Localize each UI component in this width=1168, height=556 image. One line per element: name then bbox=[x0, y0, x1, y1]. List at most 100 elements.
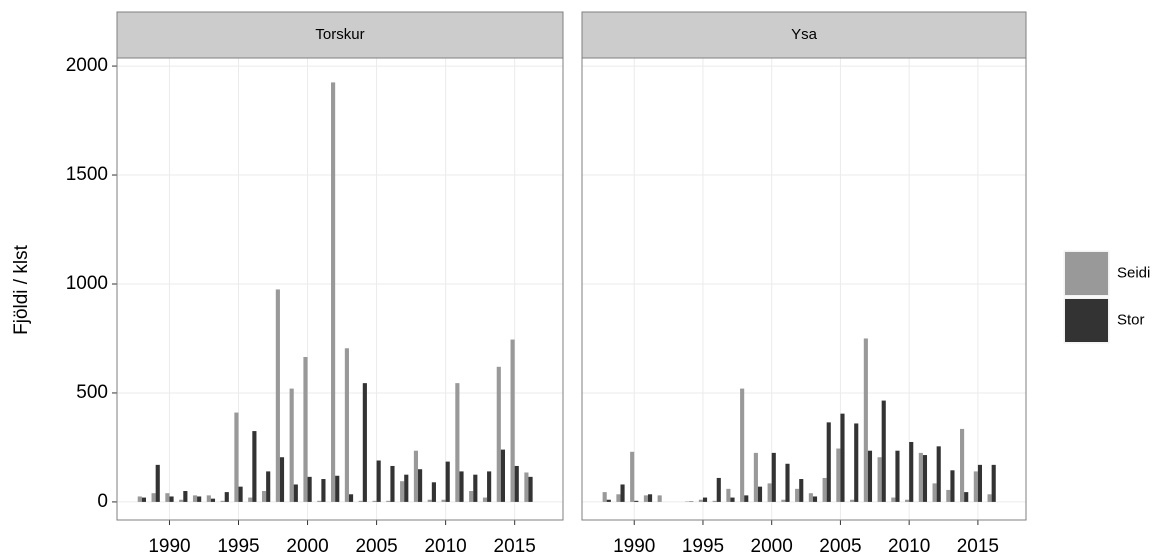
bar bbox=[358, 500, 363, 502]
bar bbox=[151, 493, 156, 502]
bar bbox=[496, 366, 501, 502]
bar bbox=[854, 423, 859, 502]
bar bbox=[698, 499, 703, 502]
bar bbox=[726, 488, 731, 502]
bar bbox=[932, 483, 937, 502]
bar bbox=[192, 495, 198, 502]
bar bbox=[634, 500, 639, 502]
bar bbox=[234, 412, 239, 502]
y-tick-label: 500 bbox=[76, 382, 108, 403]
bar bbox=[220, 500, 225, 502]
bar bbox=[950, 470, 955, 502]
x-tick-label: 1995 bbox=[217, 536, 259, 556]
bar bbox=[602, 492, 607, 502]
bar bbox=[238, 486, 243, 502]
bar bbox=[528, 476, 533, 502]
x-tick-label: 2015 bbox=[494, 536, 536, 556]
bar bbox=[510, 339, 515, 502]
bar bbox=[647, 494, 653, 502]
bar bbox=[206, 495, 211, 502]
strip-background bbox=[116, 11, 564, 59]
bar bbox=[922, 455, 928, 502]
bar bbox=[224, 492, 229, 502]
bar bbox=[881, 400, 886, 502]
bar bbox=[348, 494, 354, 502]
bar bbox=[293, 484, 298, 502]
bar bbox=[321, 479, 326, 502]
panel-background bbox=[117, 58, 563, 520]
bar bbox=[716, 477, 721, 502]
bar bbox=[657, 495, 662, 502]
bar bbox=[289, 388, 294, 502]
panel-background bbox=[582, 58, 1026, 520]
bar bbox=[964, 492, 969, 502]
bar bbox=[266, 471, 271, 502]
bar bbox=[248, 497, 253, 502]
x-tick-label: 2015 bbox=[957, 536, 999, 556]
bar bbox=[155, 464, 160, 502]
bar bbox=[344, 348, 349, 502]
bar bbox=[606, 499, 611, 502]
bar bbox=[307, 476, 312, 502]
y-tick-label: 0 bbox=[97, 491, 108, 512]
bar bbox=[404, 474, 409, 502]
bar bbox=[620, 484, 625, 502]
bar bbox=[500, 449, 506, 502]
x-tick-label: 2010 bbox=[424, 536, 466, 556]
bar bbox=[909, 441, 914, 502]
bar bbox=[730, 497, 735, 502]
y-tick-label: 1000 bbox=[66, 273, 108, 294]
bar bbox=[279, 457, 285, 502]
panel-border bbox=[116, 57, 564, 521]
bar bbox=[445, 461, 450, 502]
bar bbox=[331, 82, 336, 502]
bar bbox=[459, 471, 464, 502]
x-tick-label: 2010 bbox=[888, 536, 930, 556]
bar bbox=[210, 498, 216, 502]
bar bbox=[386, 500, 391, 502]
bar bbox=[418, 469, 423, 502]
bar bbox=[487, 471, 492, 502]
bar bbox=[795, 488, 800, 502]
bar bbox=[643, 495, 648, 502]
x-tick-label: 1995 bbox=[682, 536, 724, 556]
bar bbox=[630, 451, 635, 502]
bar bbox=[840, 413, 845, 502]
bar bbox=[744, 495, 749, 502]
bar bbox=[987, 494, 992, 502]
strip-label: Ysa bbox=[791, 26, 818, 43]
bar bbox=[867, 450, 873, 502]
x-tick-label: 1990 bbox=[148, 536, 190, 556]
bar bbox=[335, 475, 340, 502]
panel-border bbox=[581, 57, 1027, 521]
bar bbox=[165, 493, 170, 502]
bar bbox=[469, 491, 474, 502]
bar bbox=[740, 388, 745, 502]
bar bbox=[390, 465, 395, 502]
bar bbox=[252, 431, 257, 502]
bar bbox=[431, 482, 436, 502]
bar bbox=[960, 428, 965, 502]
bar bbox=[261, 491, 267, 502]
bar bbox=[179, 499, 184, 502]
x-tick-label: 2005 bbox=[355, 536, 397, 556]
bar bbox=[918, 452, 923, 502]
bar bbox=[372, 500, 377, 502]
legend-swatch bbox=[1065, 252, 1108, 295]
bar bbox=[616, 494, 621, 502]
bar bbox=[482, 497, 488, 502]
bar bbox=[877, 457, 882, 502]
bar bbox=[991, 464, 996, 502]
bar bbox=[812, 496, 818, 502]
bar bbox=[441, 499, 446, 502]
bar bbox=[427, 499, 432, 502]
bar bbox=[702, 497, 708, 502]
x-tick-label: 1990 bbox=[613, 536, 655, 556]
bar bbox=[977, 464, 983, 502]
bar bbox=[973, 471, 978, 502]
bar bbox=[400, 481, 405, 502]
bar bbox=[169, 496, 174, 502]
bar bbox=[785, 463, 790, 502]
y-axis-label: Fjöldi / klst bbox=[11, 244, 32, 334]
x-tick-label: 2000 bbox=[286, 536, 328, 556]
